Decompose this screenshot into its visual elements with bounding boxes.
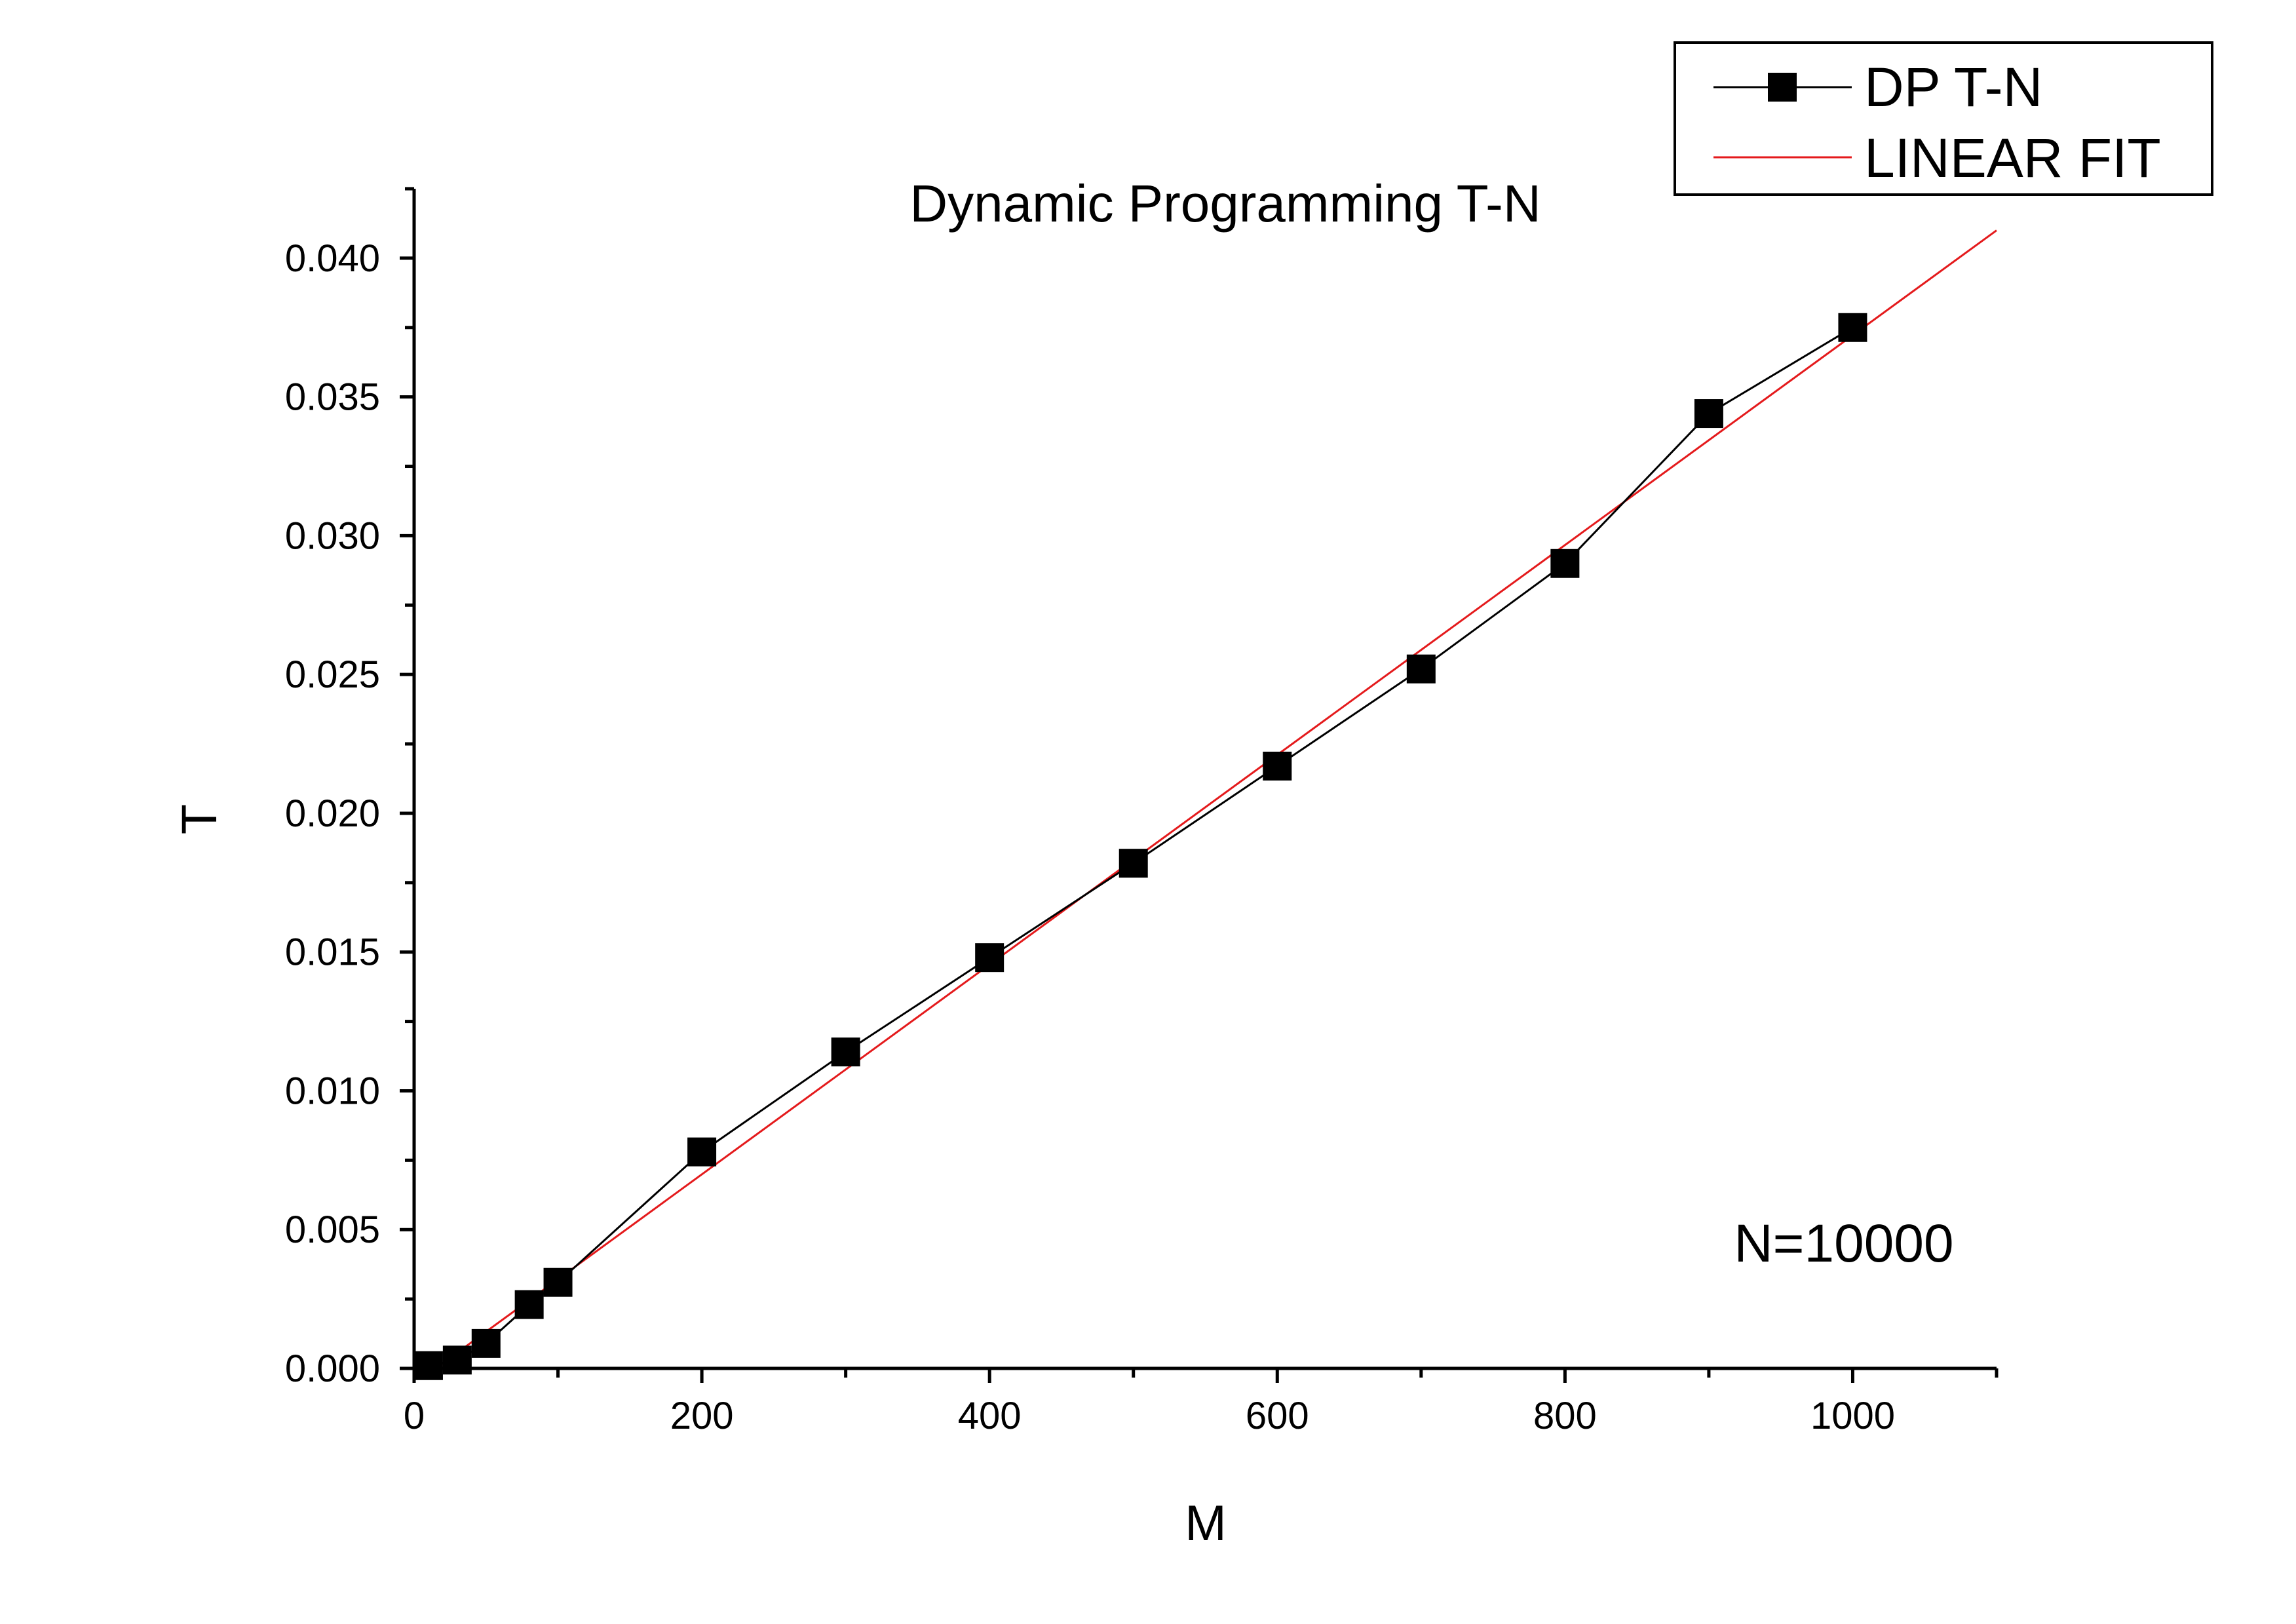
dp-data-point bbox=[1838, 313, 1867, 342]
dp-data-point bbox=[831, 1037, 860, 1067]
x-tick-label: 800 bbox=[1533, 1395, 1597, 1437]
x-tick-label: 1000 bbox=[1810, 1395, 1895, 1437]
dp-data-point bbox=[514, 1290, 544, 1319]
chart-title: Dynamic Programming T-N bbox=[909, 174, 1540, 233]
y-tick-label: 0.025 bbox=[285, 653, 380, 696]
x-tick-label: 0 bbox=[404, 1395, 425, 1437]
y-tick-label: 0.020 bbox=[285, 792, 380, 835]
x-axis-ticks bbox=[412, 1368, 1999, 1383]
dp-data-point bbox=[413, 1351, 443, 1380]
dp-data-point bbox=[543, 1267, 573, 1297]
legend-marker-dp bbox=[1768, 73, 1797, 102]
dp-data-point bbox=[1550, 549, 1580, 578]
y-axis-ticks bbox=[400, 187, 414, 1370]
x-tick-label: 400 bbox=[958, 1395, 1022, 1437]
y-tick-label: 0.015 bbox=[285, 931, 380, 974]
x-axis-label: M bbox=[1185, 1496, 1226, 1551]
y-axis-label: T bbox=[172, 804, 227, 834]
series-dp-t-n bbox=[413, 313, 1867, 1380]
y-axis-tick-labels: 0.000 0.005 0.010 0.015 0.020 0.025 0.030 0.035… bbox=[285, 237, 380, 1390]
x-tick-label: 600 bbox=[1246, 1395, 1309, 1437]
legend-label-fit: LINEAR FIT bbox=[1864, 127, 2161, 189]
y-tick-label: 0.000 bbox=[285, 1347, 380, 1390]
dp-data-point bbox=[1263, 751, 1292, 781]
x-axis-tick-labels: 0 200 400 600 800 1000 bbox=[404, 1395, 1895, 1437]
y-tick-label: 0.040 bbox=[285, 237, 380, 280]
dp-data-point bbox=[1694, 399, 1723, 429]
series-linear-fit bbox=[435, 229, 1997, 1370]
y-tick-label: 0.010 bbox=[285, 1070, 380, 1112]
dp-data-point bbox=[687, 1137, 717, 1167]
x-tick-label: 200 bbox=[670, 1395, 734, 1437]
y-tick-label: 0.030 bbox=[285, 514, 380, 557]
legend-box bbox=[1674, 41, 2213, 196]
dp-data-point bbox=[1119, 849, 1148, 878]
dp-series-line bbox=[428, 326, 1854, 1367]
legend: DP T-N LINEAR FIT bbox=[1674, 41, 2213, 196]
y-tick-label: 0.005 bbox=[285, 1208, 380, 1251]
annotation-n: N=10000 bbox=[1734, 1214, 1953, 1273]
dp-data-point bbox=[471, 1328, 501, 1358]
legend-label-dp: DP T-N bbox=[1864, 56, 2042, 118]
dp-data-point bbox=[1406, 654, 1436, 684]
y-tick-label: 0.035 bbox=[285, 376, 380, 419]
linear-fit-line bbox=[435, 229, 1997, 1370]
dp-data-point bbox=[975, 943, 1004, 973]
dp-data-point bbox=[442, 1345, 472, 1375]
